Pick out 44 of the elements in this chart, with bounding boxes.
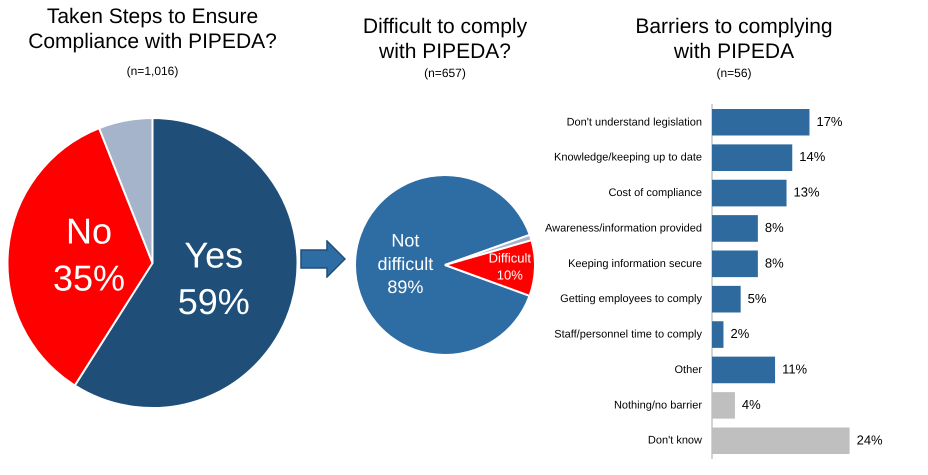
data-label: 11% — [782, 362, 808, 377]
slice-label: Yes — [184, 234, 244, 276]
chart-subtitle: (n=657) — [423, 66, 467, 80]
chart-title: Difficult to comply with PIPEDA? — [362, 14, 528, 64]
y-tick-label: Nothing/no barrier — [614, 399, 702, 412]
bar — [712, 427, 850, 454]
y-tick-label: Staff/personnel time to comply — [554, 328, 702, 341]
y-tick-label: Don't understand legislation — [566, 116, 702, 128]
y-tick-label: Cost of compliance — [608, 187, 702, 200]
chart-title: Barriers to complying with PIPEDA — [634, 14, 834, 64]
data-label: 4% — [742, 396, 762, 412]
chart-subtitle: (n=56) — [715, 66, 753, 80]
data-label: 59% — [178, 281, 250, 322]
y-tick-label: Awareness/information provided — [545, 222, 702, 234]
y-tick-label: Knowledge/keeping up to date — [554, 152, 702, 164]
data-label: 10% — [496, 267, 524, 282]
slice-label: No — [66, 210, 112, 252]
y-tick-label: Don't know — [648, 434, 702, 447]
bar — [712, 144, 792, 171]
data-label: 17% — [816, 114, 843, 129]
data-label: 13% — [794, 184, 820, 200]
bar — [712, 356, 776, 384]
data-label: 35% — [52, 257, 126, 298]
data-label: 24% — [856, 432, 884, 448]
data-label: 14% — [799, 149, 826, 164]
chart-title: Taken Steps to Ensure Compliance with PIPEDA? — [27, 4, 278, 54]
y-tick-label: Other — [674, 364, 702, 376]
chart-subtitle: (n=1,016) — [126, 64, 180, 78]
bar — [712, 109, 810, 136]
y-tick-label: Keeping information secure — [568, 258, 702, 270]
bar — [712, 250, 758, 278]
data-label: 8% — [764, 255, 784, 270]
bar — [712, 286, 741, 312]
bar — [712, 215, 758, 242]
slice-label: Not difficult — [378, 230, 434, 274]
data-label: 2% — [730, 326, 750, 342]
bar — [712, 392, 735, 419]
y-tick-label: Getting employees to comply — [560, 293, 702, 306]
slice-label: Difficult — [488, 250, 532, 266]
data-label: 8% — [764, 220, 784, 236]
data-label: 89% — [387, 277, 424, 298]
data-label: 5% — [748, 290, 767, 306]
bar — [712, 321, 724, 348]
bar — [712, 180, 787, 206]
